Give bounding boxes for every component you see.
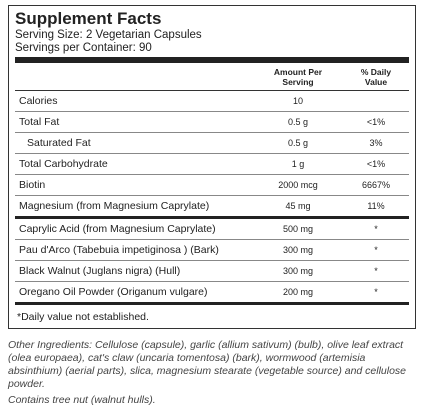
other-ingredients: Other Ingredients: Cellulose (capsule), … [8,339,407,390]
nutrient-name: Magnesium (from Magnesium Caprylate) [19,200,210,212]
allergen-statement: Contains tree nut (walnut hulls). [8,394,156,406]
amount: 200 mg [282,287,314,297]
nutrient-name: Caprylic Acid (from Magnesium Caprylate) [19,223,216,235]
daily-value: * [374,245,378,255]
daily-value: 3% [369,138,383,148]
amount: 300 mg [282,245,314,255]
nutrient-name: Oregano Oil Powder (Origanum vulgare) [19,286,208,298]
nutrient-name: Pau d'Arco (Tabebuia impetiginosa ) (Bar… [19,244,219,256]
nutrient-row: Black Walnut (Juglans nigra) (Hull) 300 m… [15,261,409,282]
daily-value: * [374,266,378,276]
nutrient-row: Oregano Oil Powder (Origanum vulgare) 200… [15,282,409,305]
daily-value: * [374,287,378,297]
daily-value: 6667% [361,180,391,190]
daily-value-header: % Daily Value [360,66,392,87]
amount-header: Amount Per Serving [273,66,323,87]
nutrient-row: Saturated Fat 0.5 g 3% [15,133,409,154]
table-header: Amount Per Serving % Daily Value [15,57,409,91]
nutrient-name: Black Walnut (Juglans nigra) (Hull) [19,265,181,277]
nutrient-name: Biotin [19,179,46,191]
footnote: *Daily value not established. [17,311,149,323]
amount: 0.5 g [287,138,309,148]
nutrient-name: Total Fat [19,116,60,128]
nutrient-rows: Calories 10 Total Fat 0.5 g <1% Saturated Fat… [15,91,409,305]
nutrient-row: Caprylic Acid (from Magnesium Caprylate)… [15,219,409,240]
nutrient-row: Biotin 2000 mcg 6667% [15,175,409,196]
supplement-facts-panel: Supplement Facts Serving Size: 2 Vegetar… [8,5,416,329]
daily-value: 11% [367,201,385,211]
amount: 2000 mcg [278,180,318,190]
servings-per-container: Servings per Container: 90 [15,42,152,54]
amount: 1 g [291,159,305,169]
serving-size: Serving Size: 2 Vegetarian Capsules [15,29,202,41]
daily-value: <1% [366,159,386,169]
nutrient-row: Total Carbohydrate 1 g <1% [15,154,409,175]
amount: 10 [292,96,303,106]
nutrient-row: Magnesium (from Magnesium Caprylate) 45 m… [15,196,409,219]
nutrient-name: Total Carbohydrate [19,158,108,170]
amount: 500 mg [282,224,314,234]
nutrient-row: Pau d'Arco (Tabebuia impetiginosa ) (Bar… [15,240,409,261]
amount: 0.5 g [287,117,309,127]
amount: 45 mg [285,201,311,211]
nutrient-name: Saturated Fat [27,137,91,149]
nutrient-row: Calories 10 [15,91,409,112]
nutrient-row: Total Fat 0.5 g <1% [15,112,409,133]
daily-value: <1% [366,117,386,127]
nutrient-name: Calories [19,95,58,107]
daily-value: * [374,224,378,234]
title: Supplement Facts [15,9,162,28]
amount: 300 mg [282,266,314,276]
